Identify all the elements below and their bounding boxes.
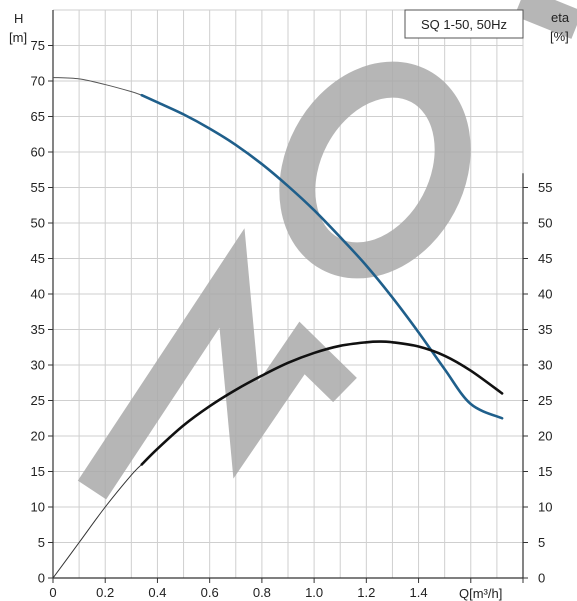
y-right-tick-label: 55: [538, 180, 552, 195]
y-left-tick-label: 55: [31, 180, 45, 195]
x-axis-label: Q[m³/h]: [459, 586, 502, 601]
y-left-tick-label: 70: [31, 74, 45, 89]
watermark-stroke: [514, 0, 577, 39]
axes: [48, 10, 528, 583]
y-left-tick-label: 50: [31, 216, 45, 231]
x-tick-label: 1.0: [305, 585, 323, 600]
y-right-tick-label: 10: [538, 500, 552, 515]
y-left-tick-label: 25: [31, 393, 45, 408]
y-left-tick-label: 0: [38, 571, 45, 586]
x-tick-label: 1.2: [357, 585, 375, 600]
efficiency-curve-extrapolated: [52, 464, 143, 579]
y-left-tick-label: 75: [31, 38, 45, 53]
x-tick-label: 0.4: [148, 585, 166, 600]
y-left-tick-label: 10: [31, 500, 45, 515]
title-box: [404, 9, 524, 39]
x-tick-label: 0: [49, 585, 56, 600]
head-curve: [140, 93, 504, 420]
y-left-tick-label: 65: [31, 109, 45, 124]
series-layer: [52, 76, 504, 579]
y-left-tick-label: 20: [31, 429, 45, 444]
y-left-tick-label: 30: [31, 358, 45, 373]
x-tick-label: 0.2: [96, 585, 114, 600]
watermark: [77, 0, 577, 500]
y-right-label: eta: [551, 10, 570, 25]
y-left-tick-label: 35: [31, 322, 45, 337]
chart-title: SQ 1-50, 50Hz: [421, 17, 507, 32]
y-right-tick-label: 30: [538, 358, 552, 373]
y-right-tick-label: 20: [538, 429, 552, 444]
y-left-tick-label: 15: [31, 464, 45, 479]
y-left-unit: [m]: [9, 30, 27, 45]
y-right-tick-label: 50: [538, 216, 552, 231]
y-left-label: H: [14, 11, 23, 26]
y-left-tick-label: 45: [31, 251, 45, 266]
tick-labels: 0 5 10 15 20 25 30 35 40 45 50 55 60 65 70 75 0 5 10 15 20 25…: [31, 38, 553, 600]
efficiency-curve: [140, 340, 504, 466]
head-curve-extrapolated: [52, 76, 142, 96]
x-tick-label: 0.6: [201, 585, 219, 600]
y-right-tick-label: 45: [538, 251, 552, 266]
x-tick-label: 0.8: [253, 585, 271, 600]
y-right-tick-label: 5: [538, 535, 545, 550]
y-left-tick-label: 40: [31, 287, 45, 302]
y-right-tick-label: 0: [538, 571, 545, 586]
watermark-o: [279, 61, 471, 279]
x-tick-label: 1.4: [410, 585, 428, 600]
y-left-tick-label: 60: [31, 145, 45, 160]
y-right-unit: [%]: [550, 29, 569, 44]
y-right-tick-label: 15: [538, 464, 552, 479]
y-left-tick-label: 5: [38, 535, 45, 550]
watermark-m: [77, 228, 357, 500]
y-right-tick-label: 35: [538, 322, 552, 337]
y-right-tick-label: 25: [538, 393, 552, 408]
y-right-tick-label: 40: [538, 287, 552, 302]
